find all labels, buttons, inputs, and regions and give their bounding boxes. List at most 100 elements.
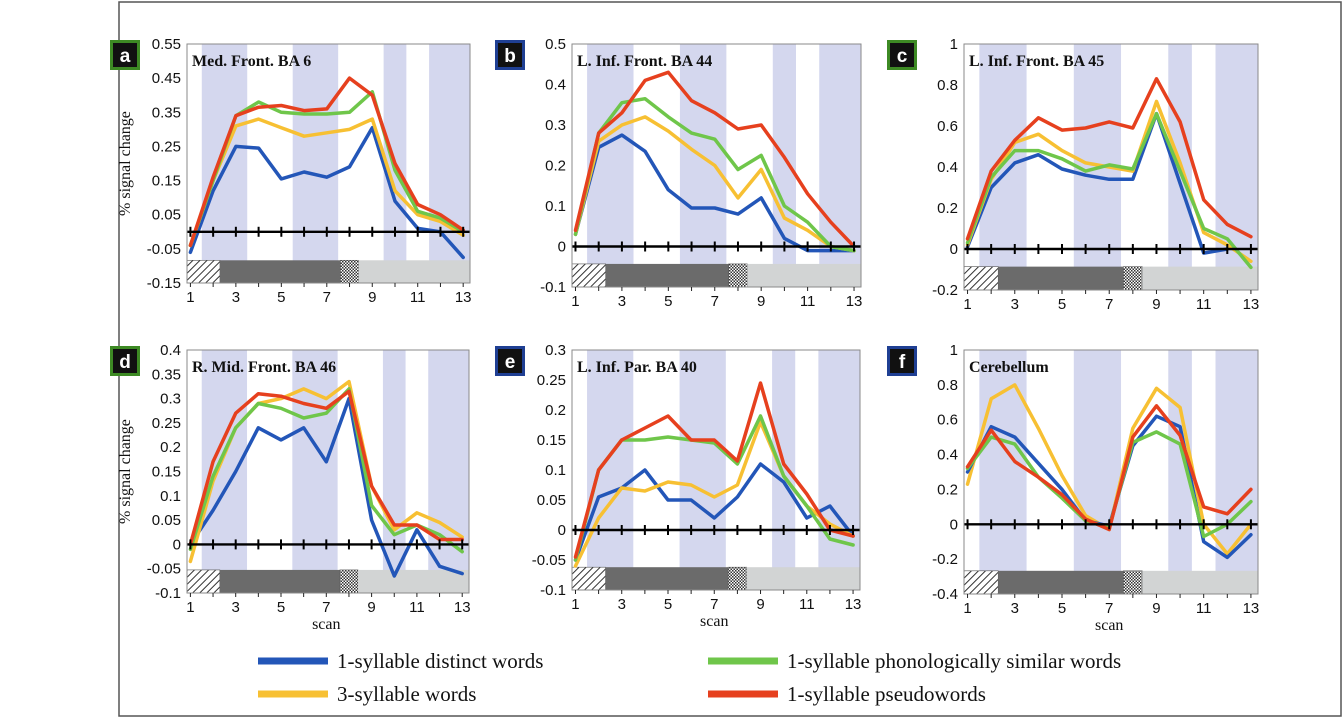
x-tick-label: 11 xyxy=(799,596,815,613)
y-tick-label: 0.3 xyxy=(160,391,181,408)
shaded-band xyxy=(1215,350,1258,594)
x-tick-label: 11 xyxy=(409,599,425,616)
x-tick-label: 1 xyxy=(186,289,194,306)
y-tick-label: -0.05 xyxy=(147,561,181,578)
y-tick-label: 0.6 xyxy=(937,412,958,429)
y-tick-label: 0.8 xyxy=(937,377,958,394)
badge-letter: d xyxy=(119,352,131,373)
timing-bar-dotted xyxy=(728,263,748,288)
x-tick-label: 11 xyxy=(800,293,816,310)
timing-bar-hatched xyxy=(571,263,606,288)
panel-title: Cerebellum xyxy=(969,359,1049,376)
y-tick-label: 0.2 xyxy=(545,402,566,419)
y-tick-label: 0.15 xyxy=(152,173,181,190)
series-line-distinct xyxy=(188,396,464,578)
panel-badge: d xyxy=(110,346,140,376)
series-line-pseudo xyxy=(965,77,1253,241)
x-tick-label: 5 xyxy=(277,289,285,306)
plot-border xyxy=(186,43,471,284)
x-tick-label: 5 xyxy=(664,293,672,310)
panel-badge: a xyxy=(110,40,140,70)
legend-item-distinct: 1-syllable distinct words xyxy=(258,649,543,673)
x-tick-label: 3 xyxy=(1011,600,1019,617)
y-tick-label: -0.2 xyxy=(932,282,958,299)
badge-letter: c xyxy=(897,46,908,67)
timing-bar-dark xyxy=(605,263,729,287)
y-tick-label: 0.25 xyxy=(152,415,181,432)
x-tick-label: 13 xyxy=(845,596,862,613)
y-tick-label: -0.1 xyxy=(540,279,566,296)
y-axis-title: % signal change xyxy=(117,419,134,524)
shaded-band xyxy=(292,350,338,593)
legend-label: 1-syllable pseudowords xyxy=(787,682,986,706)
x-tick-label: 11 xyxy=(1196,296,1212,313)
x-tick-label: 9 xyxy=(367,599,375,616)
y-tick-label: 0.6 xyxy=(937,118,958,135)
x-tick-label: 1 xyxy=(571,293,579,310)
x-tick-label: 13 xyxy=(1243,600,1260,617)
chart-panel-d: 0.40.350.30.250.20.150.10.050-0.05-0.11 3… xyxy=(110,342,471,633)
plot-border xyxy=(571,349,861,591)
shaded-band xyxy=(679,350,726,590)
x-tick-label: 1 xyxy=(963,600,971,617)
x-tick-label: 5 xyxy=(1058,296,1066,313)
x-tick-label: 3 xyxy=(618,596,626,613)
y-tick-label: 0.3 xyxy=(545,117,566,134)
badge-letter: b xyxy=(504,46,516,67)
series-line-pseudo xyxy=(965,404,1253,532)
y-tick-label: 0.25 xyxy=(152,138,181,155)
badge-letter: f xyxy=(899,352,906,373)
x-tick-label: 13 xyxy=(1243,296,1260,313)
y-tick-label: -0.15 xyxy=(147,275,181,292)
timing-bar-hatched xyxy=(571,566,606,591)
shaded-band xyxy=(1168,350,1192,594)
y-tick-label: 0 xyxy=(558,522,566,539)
x-tick-label: 9 xyxy=(756,596,764,613)
series-line-three_syll xyxy=(573,115,856,253)
y-tick-label: -0.1 xyxy=(155,585,181,602)
y-tick-label: 0.2 xyxy=(160,439,181,456)
timing-bar-dark xyxy=(998,570,1124,594)
y-tick-label: 0.3 xyxy=(545,342,566,359)
y-tick-label: -0.2 xyxy=(932,551,958,568)
legend-item-similar: 1-syllable phonologically similar words xyxy=(708,649,1121,673)
y-tick-label: 1 xyxy=(950,342,958,359)
shaded-band xyxy=(201,44,248,283)
x-tick-label: 5 xyxy=(277,599,285,616)
y-tick-label: 0.55 xyxy=(152,36,181,53)
timing-bar-light xyxy=(1142,266,1258,290)
timing-bar-dotted xyxy=(1123,266,1143,291)
y-tick-label: -0.4 xyxy=(932,586,958,603)
x-tick-label: 5 xyxy=(664,596,672,613)
shaded-band xyxy=(1073,350,1122,594)
shaded-band xyxy=(679,44,727,287)
badge-inner xyxy=(113,43,137,67)
x-tick-label: 11 xyxy=(410,289,426,306)
y-tick-label: 0.2 xyxy=(937,200,958,217)
y-tick-label: 0.15 xyxy=(152,464,181,481)
badge-letter: a xyxy=(120,46,131,67)
timing-bar-dotted xyxy=(339,569,359,594)
badge-inner xyxy=(498,349,522,373)
y-tick-label: 0.15 xyxy=(537,432,566,449)
chart-panel-b: 0.50.40.30.20.10-0.11 3 5 7 9 11 13L. Inf. Fro… xyxy=(495,36,862,310)
legend-label: 1-syllable distinct words xyxy=(337,649,543,673)
series-line-pseudo xyxy=(573,70,856,249)
timing-bar-hatched xyxy=(963,570,999,595)
timing-bar-light xyxy=(747,263,861,287)
timing-bar-dotted xyxy=(340,259,359,284)
x-tick-label: 7 xyxy=(1105,296,1113,313)
series-line-pseudo xyxy=(573,381,855,559)
x-tick-label: 3 xyxy=(232,289,240,306)
y-tick-label: 0.05 xyxy=(152,512,181,529)
x-tick-label: 9 xyxy=(368,289,376,306)
chart-panel-e: 0.30.250.20.150.10.050-0.05-0.11 3 5 7 9 11 13… xyxy=(495,342,861,630)
timing-bar-hatched xyxy=(186,259,221,284)
plot-border xyxy=(571,43,862,288)
y-tick-label: 0 xyxy=(950,516,958,533)
y-tick-label: 0.4 xyxy=(545,77,566,94)
plot-border xyxy=(963,43,1259,291)
series-line-similar xyxy=(573,96,856,253)
x-tick-label: 1 xyxy=(571,596,579,613)
timing-bar-dotted xyxy=(727,566,747,591)
